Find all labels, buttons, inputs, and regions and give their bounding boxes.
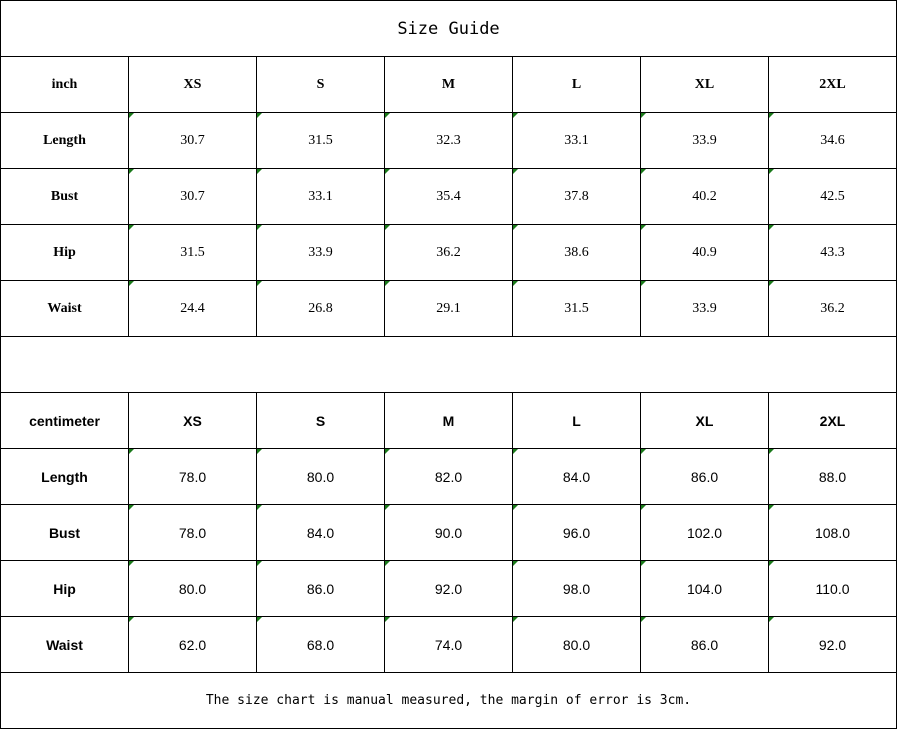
table-row-waist: Waist 62.0 68.0 74.0 80.0 86.0 92.0 — [0, 616, 897, 673]
measurement-value: 33.9 — [256, 224, 385, 281]
measurement-value: 110.0 — [768, 560, 897, 617]
measurement-value: 88.0 — [768, 448, 897, 505]
table-row-bust: Bust 78.0 84.0 90.0 96.0 102.0 108.0 — [0, 504, 897, 561]
spacer-cell — [0, 336, 897, 393]
measurement-value: 29.1 — [384, 280, 513, 337]
measurement-value: 34.6 — [768, 112, 897, 169]
size-header-xl: XL — [640, 392, 769, 449]
cm_table-header-row: centimeter XS S M L XL 2XL — [0, 392, 897, 449]
size-guide-title: Size Guide — [0, 0, 897, 57]
measurement-value: 33.9 — [640, 112, 769, 169]
measurement-value: 86.0 — [640, 448, 769, 505]
measurement-value: 96.0 — [512, 504, 641, 561]
measurement-value: 90.0 — [384, 504, 513, 561]
size-header-xs: XS — [128, 56, 257, 113]
measurement-value: 43.3 — [768, 224, 897, 281]
measurement-value: 33.1 — [256, 168, 385, 225]
measurement-value: 86.0 — [256, 560, 385, 617]
measurement-value: 37.8 — [512, 168, 641, 225]
measurement-value: 30.7 — [128, 168, 257, 225]
table-row-waist: Waist 24.4 26.8 29.1 31.5 33.9 36.2 — [0, 280, 897, 337]
measurement-label: Bust — [0, 168, 129, 225]
table-row-bust: Bust 30.7 33.1 35.4 37.8 40.2 42.5 — [0, 168, 897, 225]
size-header-2xl: 2XL — [768, 392, 897, 449]
measurement-value: 31.5 — [128, 224, 257, 281]
spacer-row — [0, 336, 897, 393]
size-header-s: S — [256, 56, 385, 113]
measurement-value: 104.0 — [640, 560, 769, 617]
measurement-value: 78.0 — [128, 448, 257, 505]
measurement-value: 40.2 — [640, 168, 769, 225]
measurement-value: 36.2 — [384, 224, 513, 281]
measurement-value: 26.8 — [256, 280, 385, 337]
measurement-value: 35.4 — [384, 168, 513, 225]
size-header-m: M — [384, 392, 513, 449]
measurement-value: 108.0 — [768, 504, 897, 561]
measurement-label: Hip — [0, 224, 129, 281]
measurement-value: 30.7 — [128, 112, 257, 169]
size-header-2xl: 2XL — [768, 56, 897, 113]
unit-label: inch — [0, 56, 129, 113]
table-row-length: Length 30.7 31.5 32.3 33.1 33.9 34.6 — [0, 112, 897, 169]
measurement-value: 38.6 — [512, 224, 641, 281]
size-header-s: S — [256, 392, 385, 449]
footer-note: The size chart is manual measured, the m… — [0, 672, 897, 729]
measurement-value: 80.0 — [512, 616, 641, 673]
measurement-value: 31.5 — [512, 280, 641, 337]
size-header-l: L — [512, 392, 641, 449]
measurement-value: 31.5 — [256, 112, 385, 169]
measurement-value: 40.9 — [640, 224, 769, 281]
measurement-value: 102.0 — [640, 504, 769, 561]
measurement-value: 82.0 — [384, 448, 513, 505]
unit-label: centimeter — [0, 392, 129, 449]
measurement-value: 92.0 — [384, 560, 513, 617]
table-row-hip: Hip 80.0 86.0 92.0 98.0 104.0 110.0 — [0, 560, 897, 617]
measurement-label: Waist — [0, 280, 129, 337]
measurement-value: 78.0 — [128, 504, 257, 561]
measurement-value: 62.0 — [128, 616, 257, 673]
measurement-value: 32.3 — [384, 112, 513, 169]
measurement-value: 24.4 — [128, 280, 257, 337]
measurement-label: Hip — [0, 560, 129, 617]
measurement-value: 84.0 — [256, 504, 385, 561]
title-row: Size Guide — [0, 0, 897, 57]
inch_table-header-row: inch XS S M L XL 2XL — [0, 56, 897, 113]
measurement-label: Length — [0, 112, 129, 169]
measurement-value: 84.0 — [512, 448, 641, 505]
measurement-label: Waist — [0, 616, 129, 673]
table-row-length: Length 78.0 80.0 82.0 84.0 86.0 88.0 — [0, 448, 897, 505]
measurement-value: 80.0 — [256, 448, 385, 505]
size-header-l: L — [512, 56, 641, 113]
measurement-label: Bust — [0, 504, 129, 561]
measurement-value: 33.9 — [640, 280, 769, 337]
size-header-xs: XS — [128, 392, 257, 449]
measurement-value: 33.1 — [512, 112, 641, 169]
table-row-hip: Hip 31.5 33.9 36.2 38.6 40.9 43.3 — [0, 224, 897, 281]
measurement-value: 42.5 — [768, 168, 897, 225]
measurement-value: 36.2 — [768, 280, 897, 337]
size-header-xl: XL — [640, 56, 769, 113]
measurement-value: 74.0 — [384, 616, 513, 673]
footer-row: The size chart is manual measured, the m… — [0, 672, 897, 729]
measurement-value: 86.0 — [640, 616, 769, 673]
measurement-value: 98.0 — [512, 560, 641, 617]
size-header-m: M — [384, 56, 513, 113]
measurement-value: 80.0 — [128, 560, 257, 617]
measurement-value: 92.0 — [768, 616, 897, 673]
measurement-value: 68.0 — [256, 616, 385, 673]
measurement-label: Length — [0, 448, 129, 505]
